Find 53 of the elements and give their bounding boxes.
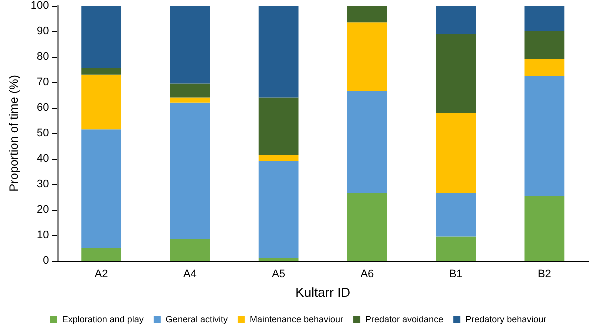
x-tick-label: A2 <box>94 268 108 280</box>
bar <box>436 34 476 114</box>
bar <box>436 6 476 34</box>
bar <box>348 91 388 194</box>
bar <box>436 193 476 237</box>
bar <box>82 68 122 75</box>
y-axis-title: Proportion of time (%) <box>7 75 21 192</box>
y-tick-label: 90 <box>37 26 50 38</box>
legend-label: Predatory behaviour <box>466 314 547 324</box>
bar <box>258 162 299 258</box>
bar <box>348 6 388 23</box>
bar <box>524 60 565 76</box>
bar <box>258 155 299 162</box>
legend-label: Maintenance behaviour <box>250 314 344 324</box>
bar <box>170 102 210 240</box>
bar <box>436 236 476 261</box>
y-tick-label: 70 <box>37 76 50 88</box>
bar <box>82 74 122 130</box>
x-axis-title: Kultarr ID <box>296 285 351 300</box>
y-tick-label: 30 <box>37 178 50 190</box>
bar <box>524 6 565 32</box>
bar <box>82 130 122 248</box>
bar <box>524 32 565 60</box>
bar <box>524 76 565 196</box>
y-tick-label: 10 <box>37 230 50 242</box>
y-tick-label: 50 <box>37 128 50 140</box>
legend-label: Predator avoidance <box>366 314 444 324</box>
bar <box>258 98 299 156</box>
y-tick-label: 0 <box>43 255 50 267</box>
bar <box>258 258 299 261</box>
bar <box>348 193 388 261</box>
x-tick-label: B1 <box>449 268 463 280</box>
x-tick-label: B2 <box>538 268 552 280</box>
y-tick-label: 60 <box>37 102 50 114</box>
bar <box>524 196 565 261</box>
bar <box>348 22 388 92</box>
y-tick-label: 100 <box>30 0 50 12</box>
bar <box>170 84 210 98</box>
bar <box>170 239 210 261</box>
y-tick-label: 80 <box>37 51 50 63</box>
x-tick-label: A5 <box>272 268 286 280</box>
bar <box>170 98 210 103</box>
bar <box>258 6 299 98</box>
bar <box>170 6 210 84</box>
x-tick-label: A6 <box>360 268 374 280</box>
legend-label: General activity <box>166 314 228 324</box>
bar <box>82 6 122 68</box>
x-tick-label: A4 <box>183 268 197 280</box>
y-tick-label: 20 <box>37 204 50 216</box>
bar <box>82 248 122 261</box>
y-tick-label: 40 <box>37 153 50 165</box>
bar <box>436 113 476 194</box>
legend-label: Exploration and play <box>62 314 144 324</box>
